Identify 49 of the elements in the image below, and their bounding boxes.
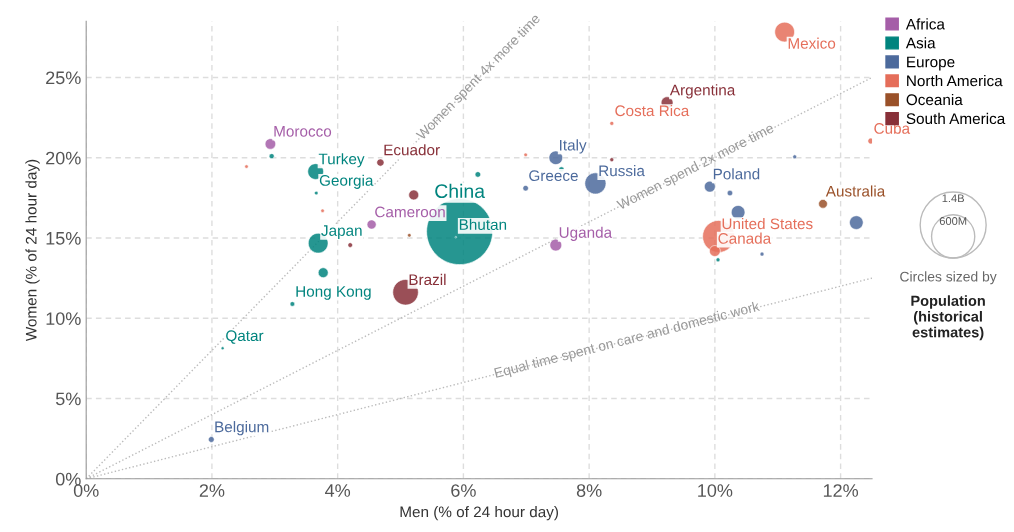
- annotation: Cameroon: [375, 206, 445, 218]
- y-tick-label: 25%: [46, 71, 81, 85]
- annotation: Canada: [718, 232, 772, 244]
- annotation: Greece: [529, 170, 578, 182]
- y-tick-label: 0%: [55, 472, 81, 486]
- x-axis-title: Men (% of 24 hour day): [400, 506, 558, 521]
- x-tick-label: 0%: [73, 484, 99, 497]
- annotation: China: [435, 183, 486, 199]
- annotation: Morocco: [274, 126, 332, 137]
- annotation: Turkey: [318, 153, 365, 168]
- legend-label: South America: [906, 112, 1006, 125]
- legend-label: North America: [907, 75, 1003, 87]
- annotation: Costa Rica: [615, 104, 690, 117]
- legend-label: 600M: [939, 217, 967, 225]
- annotation: Australia: [825, 185, 886, 197]
- annotation: Uganda: [559, 226, 613, 241]
- annotation: Argentina: [669, 84, 736, 99]
- annotation: Bhutan: [459, 218, 507, 231]
- legend-label: Oceania: [906, 93, 963, 106]
- legend-label: 1.4B: [942, 194, 964, 203]
- y-tick-label: 10%: [46, 312, 81, 325]
- x-tick-label: 8%: [576, 484, 602, 497]
- annotation: Belgium: [215, 421, 269, 436]
- annotation: Brazil: [409, 273, 446, 286]
- legend-label: Europe: [907, 56, 955, 71]
- annotation: Hong Kong: [296, 286, 371, 300]
- annotation: Italy: [560, 139, 587, 154]
- legend-label: Africa: [905, 18, 945, 30]
- annotation: Georgia: [319, 174, 374, 189]
- x-tick-label: 2%: [199, 484, 225, 497]
- y-tick-label: 20%: [46, 151, 81, 165]
- x-tick-label: 12%: [823, 484, 859, 497]
- annotation: Poland: [713, 168, 760, 180]
- y-tick-label: 15%: [46, 232, 81, 245]
- annotation: Qatar: [226, 330, 264, 344]
- x-tick-label: 4%: [325, 484, 351, 497]
- text: Population (historical estimates): [911, 295, 985, 341]
- annotation: Russia: [599, 165, 645, 177]
- text: Circles sized by: [900, 271, 997, 285]
- y-axis-title: Women (% of 24 hour day): [25, 159, 40, 342]
- x-tick-label: 10%: [698, 484, 733, 497]
- y-tick-label: 5%: [55, 392, 81, 406]
- x-tick-label: 6%: [451, 484, 476, 497]
- annotation: Equal time spent on care and domestic work: [493, 300, 761, 381]
- annotation: United States: [722, 217, 813, 230]
- annotation: Japan: [321, 225, 362, 239]
- annotation: Ecuador: [384, 144, 440, 156]
- legend-label: Asia: [905, 37, 936, 49]
- annotation: Mexico: [788, 37, 836, 49]
